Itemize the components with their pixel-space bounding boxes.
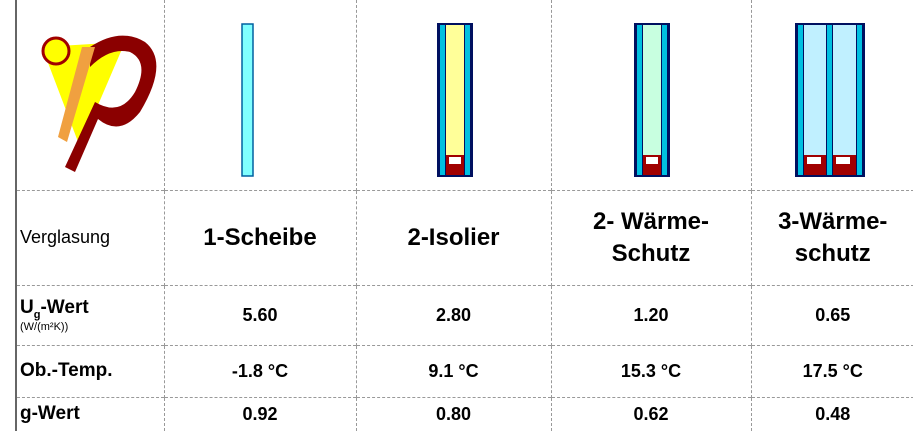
glass-icon <box>633 23 670 178</box>
row-label: Verglasung <box>15 189 164 285</box>
cell: 2.80 <box>355 284 551 345</box>
column-header: 2- Wärme- Schutz <box>550 189 751 285</box>
row-label: Ug-Wert (W/(m²K)) <box>15 284 164 345</box>
icon-cell <box>163 0 356 190</box>
column-header: 2-Isolier <box>355 189 551 285</box>
cell: 17.5 °C <box>750 344 913 397</box>
icon-cell <box>355 0 551 190</box>
row-label: Ob.-Temp. <box>15 344 164 397</box>
symbol: U <box>20 297 34 319</box>
icon-row <box>15 0 913 190</box>
data-row: Ob.-Temp. -1.8 °C 9.1 °C 15.3 °C 17.5 °C <box>15 344 913 397</box>
subscript: g <box>33 308 41 321</box>
column-header: 1-Scheibe <box>163 189 356 285</box>
cell: -1.8 °C <box>163 344 356 397</box>
data-row: Ug-Wert (W/(m²K)) 5.60 2.80 1.20 0.65 <box>15 284 913 345</box>
glass-icon <box>436 23 473 178</box>
data-row: g-Wert 0.92 0.80 0.62 0.48 <box>15 396 913 431</box>
cell: 1.20 <box>550 284 751 345</box>
logo-cell <box>15 0 164 190</box>
cell: 0.80 <box>355 396 551 431</box>
header-row: Verglasung 1-Scheibe 2-Isolier 2- Wärme-… <box>15 189 913 285</box>
cell: 0.65 <box>750 284 913 345</box>
cell: 15.3 °C <box>550 344 751 397</box>
header-line: schutz <box>794 239 871 267</box>
unit: (W/(m²K)) <box>20 320 69 333</box>
header-line: Schutz <box>611 239 691 267</box>
cell: 5.60 <box>163 284 356 345</box>
cell: 0.92 <box>163 396 356 431</box>
glazing-table: Verglasung 1-Scheibe 2-Isolier 2- Wärme-… <box>15 0 913 431</box>
cell: 9.1 °C <box>355 344 551 397</box>
header-line: 2-Isolier <box>407 223 500 251</box>
cell: 0.48 <box>750 396 913 431</box>
header-line: 1-Scheibe <box>203 223 317 251</box>
column-header: 3-Wärme-schutz <box>750 189 913 285</box>
row-label: g-Wert <box>15 396 164 431</box>
logo <box>41 35 157 173</box>
suffix: -Wert <box>40 297 89 319</box>
cell: 0.62 <box>550 396 751 431</box>
header-line: 2- Wärme- <box>592 207 710 235</box>
header-line: 3-Wärme- <box>778 207 888 235</box>
icon-cell <box>750 0 913 190</box>
glass-icon <box>794 23 865 178</box>
glass-icon <box>241 23 254 177</box>
icon-cell <box>550 0 751 190</box>
